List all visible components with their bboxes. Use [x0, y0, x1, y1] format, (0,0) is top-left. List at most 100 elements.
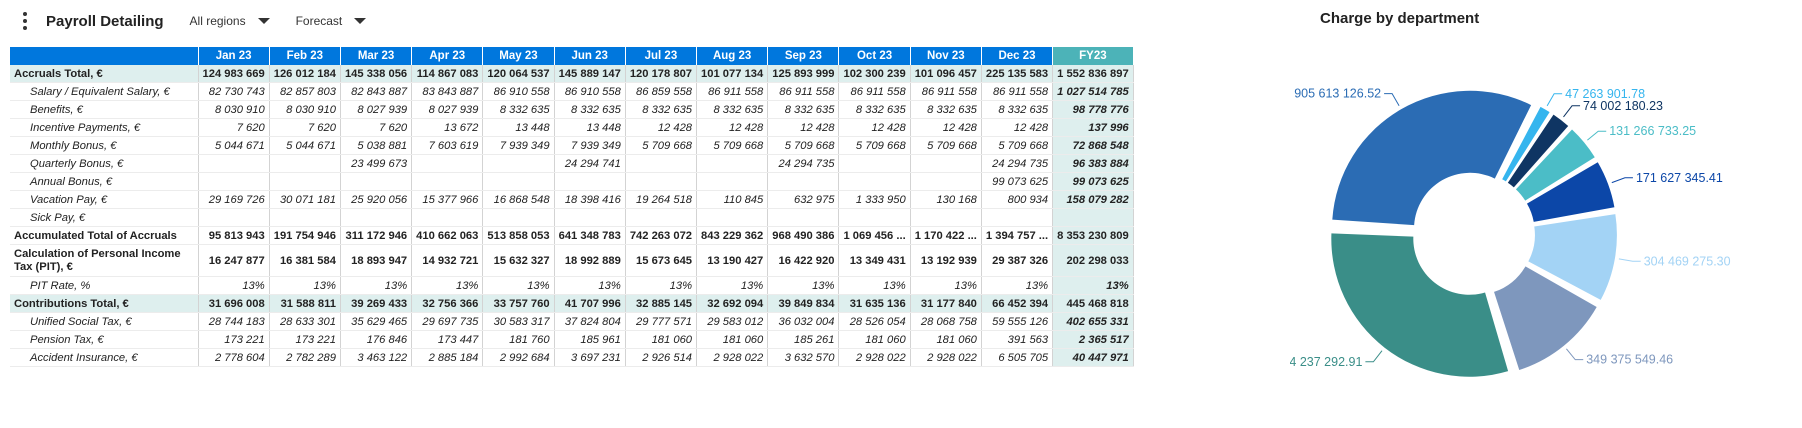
table-cell[interactable]: 7 620: [340, 118, 413, 137]
table-cell[interactable]: [340, 208, 413, 227]
donut-slice[interactable]: [1507, 114, 1569, 188]
table-cell[interactable]: 86 910 558: [482, 82, 555, 101]
table-cell[interactable]: 99 073 625: [1052, 172, 1134, 191]
table-cell[interactable]: 28 633 301: [269, 312, 341, 331]
table-cell[interactable]: 32 756 366: [411, 294, 484, 313]
table-cell[interactable]: 7 939 349: [482, 136, 555, 155]
table-cell[interactable]: 120 064 537: [482, 65, 555, 83]
table-cell[interactable]: [767, 208, 840, 227]
table-cell[interactable]: 41 707 996: [554, 294, 626, 313]
table-cell[interactable]: 5 709 668: [910, 136, 982, 155]
table-cell[interactable]: 24 294 735: [981, 154, 1054, 173]
table-cell[interactable]: 86 911 558: [981, 82, 1054, 101]
column-header[interactable]: Oct 23: [838, 47, 911, 65]
table-cell[interactable]: 120 178 807: [625, 65, 698, 83]
table-cell[interactable]: 445 468 818: [1052, 294, 1134, 313]
table-cell[interactable]: [554, 208, 626, 227]
donut-slice[interactable]: [1515, 129, 1595, 201]
table-cell[interactable]: [910, 172, 982, 191]
table-cell[interactable]: [340, 172, 413, 191]
table-cell[interactable]: 13%: [554, 276, 626, 295]
table-cell[interactable]: 8 332 635: [910, 100, 982, 119]
table-cell[interactable]: 13 192 939: [910, 244, 982, 277]
table-cell[interactable]: 40 447 971: [1052, 348, 1134, 367]
table-cell[interactable]: 176 846: [340, 330, 413, 349]
column-header[interactable]: Nov 23: [910, 47, 982, 65]
table-cell[interactable]: 39 849 834: [767, 294, 840, 313]
table-cell[interactable]: [198, 208, 270, 227]
column-header[interactable]: Sep 23: [767, 47, 840, 65]
table-cell[interactable]: 181 060: [910, 330, 982, 349]
table-cell[interactable]: 18 893 947: [340, 244, 413, 277]
table-cell[interactable]: 82 730 743: [198, 82, 270, 101]
table-cell[interactable]: 101 096 457: [910, 65, 982, 83]
table-cell[interactable]: 12 428: [981, 118, 1054, 137]
table-cell[interactable]: [696, 208, 769, 227]
table-cell[interactable]: 173 447: [411, 330, 484, 349]
table-cell[interactable]: 39 269 433: [340, 294, 413, 313]
table-cell[interactable]: 181 060: [625, 330, 698, 349]
table-cell[interactable]: 13%: [625, 276, 698, 295]
table-cell[interactable]: 13 349 431: [838, 244, 911, 277]
table-cell[interactable]: 5 044 671: [198, 136, 270, 155]
table-cell[interactable]: [482, 208, 555, 227]
column-header[interactable]: Jan 23: [198, 47, 270, 65]
table-cell[interactable]: 31 635 136: [838, 294, 911, 313]
table-cell[interactable]: 31 696 008: [198, 294, 270, 313]
table-cell[interactable]: [696, 154, 769, 173]
table-cell[interactable]: 3 632 570: [767, 348, 840, 367]
table-cell[interactable]: 173 221: [269, 330, 341, 349]
table-cell[interactable]: 843 229 362: [696, 226, 769, 245]
table-cell[interactable]: 402 655 331: [1052, 312, 1134, 331]
table-cell[interactable]: 5 709 668: [767, 136, 840, 155]
table-cell[interactable]: 86 911 558: [767, 82, 840, 101]
table-cell[interactable]: 5 044 671: [269, 136, 341, 155]
table-cell[interactable]: 173 221: [198, 330, 270, 349]
table-cell[interactable]: [411, 172, 484, 191]
table-cell[interactable]: 8 332 635: [482, 100, 555, 119]
table-cell[interactable]: 13%: [696, 276, 769, 295]
table-cell[interactable]: 110 845: [696, 190, 769, 209]
scenario-dropdown[interactable]: Forecast: [296, 14, 367, 28]
table-cell[interactable]: 29 697 735: [411, 312, 484, 331]
table-cell[interactable]: 1 069 456 ...: [838, 226, 911, 245]
table-cell[interactable]: 13 672: [411, 118, 484, 137]
donut-slice[interactable]: [1502, 106, 1550, 182]
table-cell[interactable]: 12 428: [910, 118, 982, 137]
table-cell[interactable]: [411, 208, 484, 227]
table-cell[interactable]: 7 620: [269, 118, 341, 137]
table-cell[interactable]: 410 662 063: [411, 226, 484, 245]
table-cell[interactable]: [625, 172, 698, 191]
table-cell[interactable]: 8 027 939: [411, 100, 484, 119]
table-cell[interactable]: 29 583 012: [696, 312, 769, 331]
table-cell[interactable]: [269, 208, 341, 227]
table-cell[interactable]: 7 603 619: [411, 136, 484, 155]
table-cell[interactable]: 8 353 230 809: [1052, 226, 1134, 245]
table-cell[interactable]: [554, 172, 626, 191]
table-cell[interactable]: 16 422 920: [767, 244, 840, 277]
table-cell[interactable]: 86 911 558: [696, 82, 769, 101]
table-cell[interactable]: 13%: [198, 276, 270, 295]
table-cell[interactable]: 145 338 056: [340, 65, 413, 83]
column-header[interactable]: Feb 23: [269, 47, 341, 65]
table-cell[interactable]: 28 744 183: [198, 312, 270, 331]
donut-slice[interactable]: [1332, 90, 1532, 226]
table-cell[interactable]: 2 992 684: [482, 348, 555, 367]
table-cell[interactable]: 391 563: [981, 330, 1054, 349]
table-cell[interactable]: 2 782 289: [269, 348, 341, 367]
table-cell[interactable]: 13%: [981, 276, 1054, 295]
table-cell[interactable]: 800 934: [981, 190, 1054, 209]
table-cell[interactable]: 114 867 083: [411, 65, 484, 83]
table-cell[interactable]: 2 778 604: [198, 348, 270, 367]
table-cell[interactable]: [767, 172, 840, 191]
table-cell[interactable]: 8 332 635: [696, 100, 769, 119]
table-cell[interactable]: 12 428: [838, 118, 911, 137]
table-cell[interactable]: 2 885 184: [411, 348, 484, 367]
table-cell[interactable]: 5 709 668: [981, 136, 1054, 155]
table-cell[interactable]: 24 294 735: [767, 154, 840, 173]
table-cell[interactable]: 66 452 394: [981, 294, 1054, 313]
table-cell[interactable]: 14 932 721: [411, 244, 484, 277]
table-cell[interactable]: 16 868 548: [482, 190, 555, 209]
table-cell[interactable]: 13%: [838, 276, 911, 295]
table-cell[interactable]: 28 068 758: [910, 312, 982, 331]
